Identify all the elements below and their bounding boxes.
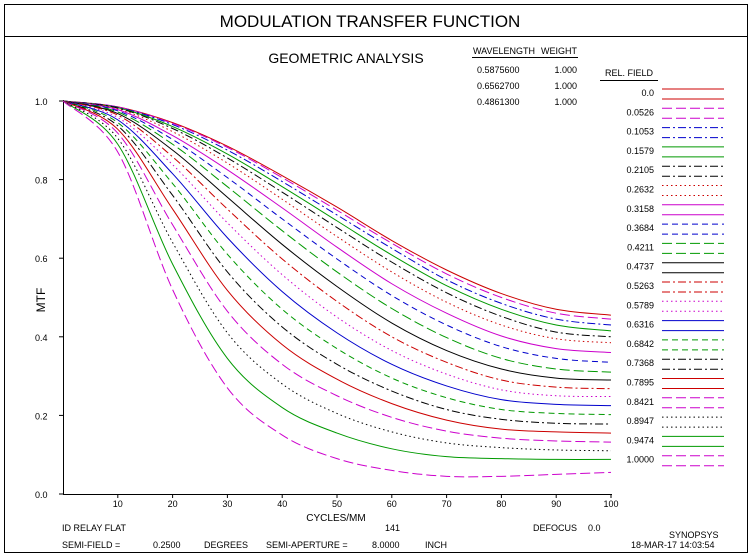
mtf-curve	[62, 100, 612, 443]
legend-label: 0.0526	[626, 107, 654, 117]
legend-label: 0.4211	[627, 242, 654, 252]
legend-label: 0.3684	[626, 223, 654, 233]
weight-value: 1.000	[554, 81, 577, 91]
legend-label: 0.3158	[626, 204, 654, 214]
weight-value: 1.000	[554, 97, 577, 107]
legend-label: 0.1053	[626, 127, 654, 137]
mtf-curve	[62, 100, 612, 381]
x-ticks: 10 20 30 40 50 60 70 80 90 100	[113, 494, 619, 509]
semi-field-label: SEMI-FIELD =	[62, 540, 120, 550]
series-layer	[62, 100, 612, 478]
semi-aperture-unit: INCH	[425, 540, 447, 550]
chart-subtitle: GEOMETRIC ANALYSIS	[268, 50, 423, 66]
plot-area: 10 20 30 40 50 60 70 80 90 100 0.0 0.2 0.4 0.6 0.8 1.0…	[34, 97, 619, 524]
x-tick-label: 50	[332, 499, 342, 509]
wavelength-table: WAVELENGTH WEIGHT 0.5875600 1.000 0.6562…	[472, 46, 578, 107]
mtf-curve	[62, 100, 612, 316]
legend-label: 0.7368	[626, 358, 654, 368]
legend-label: 0.8947	[626, 416, 654, 426]
footer: ID RELAY FLAT 141 DEFOCUS 0.0 SYNOPSYS S…	[62, 523, 719, 550]
defocus-value: 0.0	[588, 523, 601, 533]
mtf-curve	[62, 100, 612, 407]
weight-header: WEIGHT	[541, 46, 577, 56]
y-tick-label: 0.0	[35, 490, 48, 500]
program-name: SYNOPSYS	[669, 530, 719, 540]
legend-label: 0.4737	[626, 262, 654, 272]
mtf-curve	[62, 100, 612, 398]
x-tick-label: 20	[168, 499, 178, 509]
mtf-curve	[62, 100, 612, 416]
semi-field-unit: DEGREES	[204, 540, 248, 550]
legend-label: 0.6316	[626, 320, 654, 330]
mtf-curve	[62, 100, 612, 390]
x-tick-label: 90	[551, 499, 561, 509]
y-ticks: 0.0 0.2 0.4 0.6 0.8 1.0	[35, 97, 63, 500]
semi-field-value: 0.2500	[153, 540, 181, 550]
legend-label: 0.5263	[626, 281, 654, 291]
mtf-curve	[62, 100, 612, 434]
legend: REL. FIELD 0.00.05260.10530.15790.21050.…	[600, 68, 724, 467]
wavelength-header: WAVELENGTH	[473, 46, 535, 56]
x-tick-label: 60	[387, 499, 397, 509]
outer-frame	[4, 4, 748, 553]
mtf-curve	[62, 100, 612, 354]
frequency-value: 141	[385, 523, 400, 533]
mtf-curve	[62, 100, 612, 373]
legend-items: 0.0 0.0526 0.1053 0.1579 0.2105 0.2632 0.3158 0…	[626, 88, 724, 467]
mtf-curve	[62, 100, 612, 338]
x-tick-label: 40	[277, 499, 287, 509]
x-axis-label: CYCLES/MM	[306, 513, 365, 524]
mtf-curve	[62, 100, 612, 478]
legend-label: 0.8421	[626, 397, 654, 407]
y-tick-label: 0.6	[35, 254, 48, 264]
page-title: MODULATION TRANSFER FUNCTION	[220, 12, 521, 31]
legend-label: 1.0000	[626, 455, 654, 465]
legend-label: 0.2632	[626, 185, 654, 195]
y-tick-label: 0.2	[35, 411, 48, 421]
y-tick-label: 0.8	[35, 176, 48, 186]
legend-label: 0.6842	[626, 339, 654, 349]
legend-title: REL. FIELD	[605, 68, 654, 78]
legend-label: 0.1579	[626, 146, 654, 156]
mtf-curve	[62, 100, 612, 452]
y-tick-label: 1.0	[35, 97, 48, 107]
weight-value: 1.000	[554, 65, 577, 75]
semi-aperture-label: SEMI-APERTURE =	[266, 540, 348, 550]
y-tick-label: 0.4	[35, 333, 48, 343]
semi-aperture-value: 8.0000	[372, 540, 400, 550]
wavelength-value: 0.5875600	[477, 65, 520, 75]
lens-name: ID RELAY FLAT	[62, 523, 127, 533]
wavelength-value: 0.6562700	[477, 81, 520, 91]
mtf-curve	[62, 100, 612, 363]
mtf-curve	[62, 100, 612, 320]
defocus-label: DEFOCUS	[533, 523, 577, 533]
legend-label: 0.5789	[626, 300, 654, 310]
mtf-curve	[62, 100, 612, 460]
date-time: 18-MAR-17 14:03:54	[631, 540, 715, 550]
mtf-curve	[62, 100, 612, 425]
x-tick-label: 30	[222, 499, 232, 509]
mtf-curve	[62, 100, 612, 332]
wavelength-value: 0.4861300	[477, 97, 520, 107]
x-tick-label: 100	[603, 499, 618, 509]
x-tick-label: 10	[113, 499, 123, 509]
legend-label: 0.9474	[626, 435, 654, 445]
y-axis-label: MTF	[34, 288, 48, 313]
legend-label: 0.7895	[626, 378, 654, 388]
mtf-curve	[62, 100, 612, 326]
legend-label: 0.0	[641, 88, 654, 98]
x-tick-label: 80	[496, 499, 506, 509]
x-tick-label: 70	[442, 499, 452, 509]
legend-label: 0.2105	[626, 165, 654, 175]
